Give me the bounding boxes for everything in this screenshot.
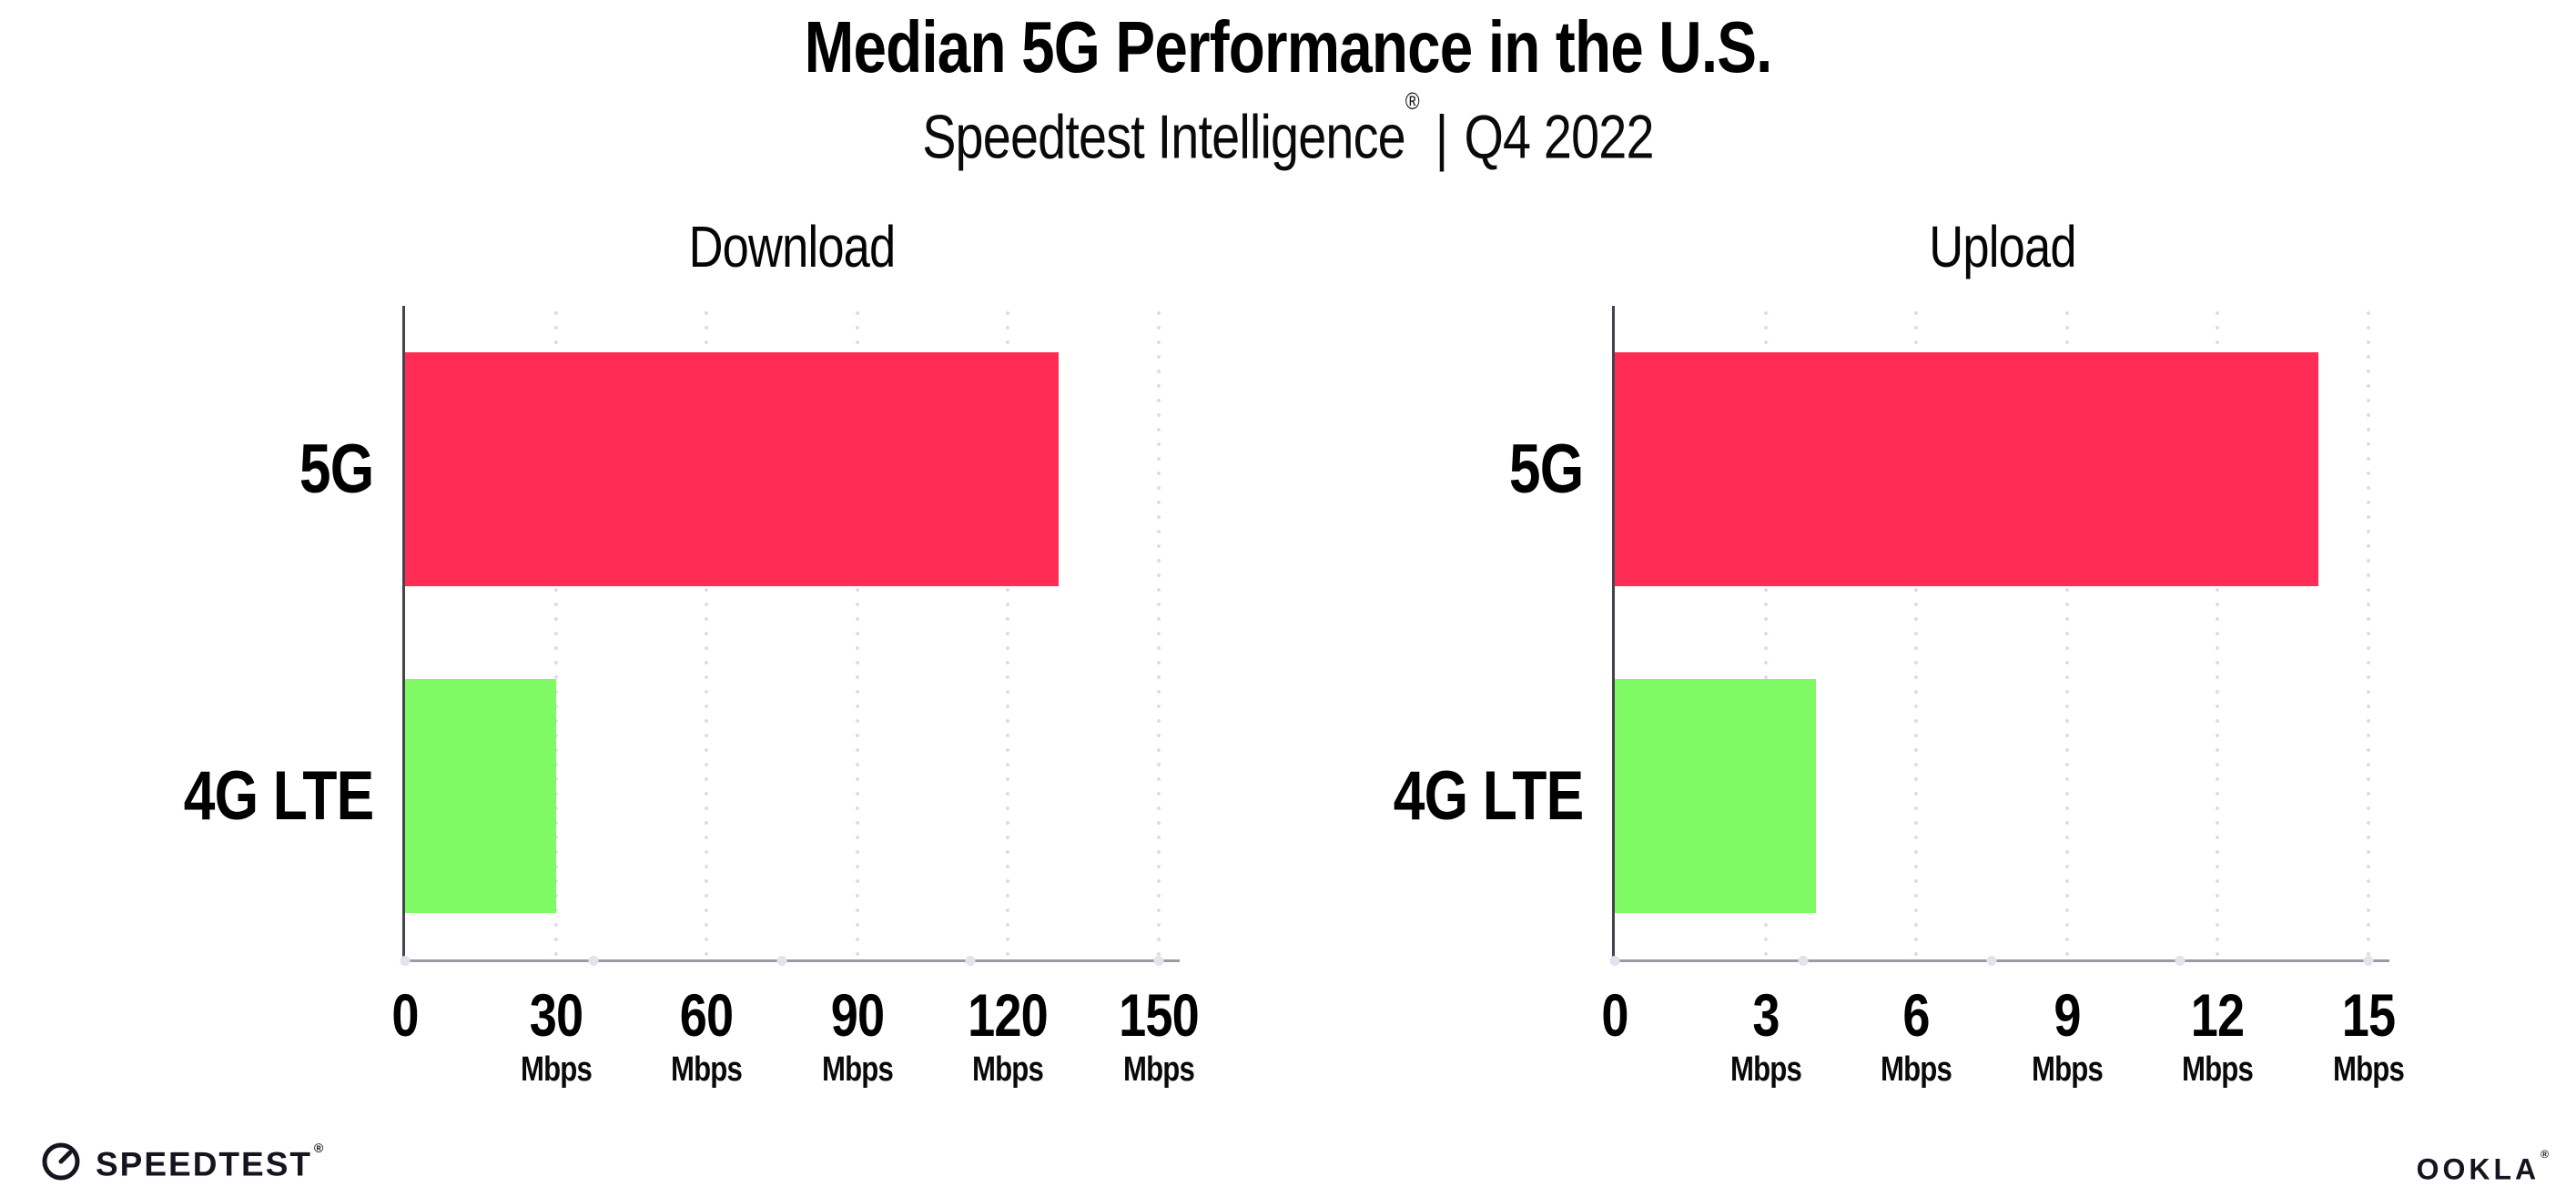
gridline-6 <box>1913 306 1919 959</box>
x-tick-unit: Mbps <box>520 1050 593 1089</box>
bar-5g <box>1615 351 2318 586</box>
x-tick-3: 3 Mbps <box>1722 981 1809 1090</box>
x-tick-120: 120 Mbps <box>959 981 1057 1090</box>
category-label-text: 4G LTE <box>183 756 373 835</box>
x-tick-value: 120 <box>968 981 1049 1049</box>
upload-plot-area: 0 3 Mbps 6 Mbps 9 Mbps 12 Mbps 15 Mbps 5G 4G LTE <box>1393 306 2405 1089</box>
axis-marker-dot <box>588 956 599 966</box>
x-tick-unit: Mbps <box>2182 1050 2254 1089</box>
x-tick-9: 9 Mbps <box>2023 981 2110 1090</box>
gridline-3 <box>1763 306 1769 959</box>
axis-marker-dot <box>2363 956 2374 966</box>
speedtest-logo-text: SPEEDTEST ® <box>96 1138 325 1185</box>
ookla-wordmark: OOKLA <box>2416 1152 2541 1186</box>
speedtest-registered-mark: ® <box>314 1141 326 1155</box>
x-tick-6: 6 Mbps <box>1873 981 1960 1090</box>
gridline-15 <box>2366 306 2371 959</box>
x-tick-0: 0 <box>1598 981 1631 1049</box>
download-chart-heading: Download <box>666 213 918 280</box>
axis-marker-dot <box>400 956 411 966</box>
subtitle-period: Q4 2022 <box>1464 102 1655 172</box>
x-tick-60: 60 Mbps <box>664 981 750 1090</box>
axis-marker-dot <box>1153 956 1164 966</box>
ookla-registered-mark: ® <box>2541 1148 2549 1161</box>
x-tick-unit: Mbps <box>1881 1050 1952 1089</box>
x-tick-value: 0 <box>391 981 419 1049</box>
gridline-12 <box>2215 306 2220 959</box>
download-chart-heading-text: Download <box>688 214 897 279</box>
x-tick-15: 15 Mbps <box>2325 981 2411 1090</box>
x-tick-unit: Mbps <box>972 1050 1044 1089</box>
category-label-text: 4G LTE <box>1393 756 1583 835</box>
x-tick-unit: Mbps <box>1729 1050 1802 1089</box>
upload-chart-heading-text: Upload <box>1929 214 2076 279</box>
page-title-text: Median 5G Performance in the U.S. <box>804 6 1773 87</box>
axis-marker-dot <box>776 956 787 966</box>
speedtest-wordmark: SPEEDTEST <box>96 1145 312 1183</box>
y-axis-line <box>402 306 405 959</box>
x-tick-value: 15 <box>2341 981 2396 1049</box>
category-label-4g-lte: 4G LTE <box>1301 756 1583 835</box>
category-label-text: 5G <box>1508 430 1583 508</box>
axis-marker-dot <box>2175 956 2186 966</box>
category-label-5g: 5G <box>1301 430 1583 508</box>
axis-marker-dot <box>1609 956 1620 966</box>
ookla-logo: OOKLA® <box>2417 1147 2549 1188</box>
x-tick-unit: Mbps <box>2332 1050 2405 1089</box>
x-tick-90: 90 Mbps <box>814 981 900 1090</box>
x-tick-12: 12 Mbps <box>2175 981 2261 1090</box>
gridline-120 <box>1005 306 1010 959</box>
x-tick-unit: Mbps <box>671 1050 743 1089</box>
x-tick-value: 60 <box>679 981 734 1049</box>
x-tick-value: 9 <box>2054 981 2081 1049</box>
x-tick-unit: Mbps <box>821 1050 894 1089</box>
speedtest-gauge-icon <box>40 1141 82 1182</box>
subtitle-brand: Speedtest Intelligence <box>922 102 1405 172</box>
gridline-30 <box>553 306 559 959</box>
x-axis-line <box>402 959 1180 962</box>
category-label-5g: 5G <box>91 430 373 508</box>
x-tick-150: 150 Mbps <box>1110 981 1207 1090</box>
x-tick-value: 12 <box>2191 981 2245 1049</box>
x-tick-0: 0 <box>389 981 421 1049</box>
x-tick-30: 30 Mbps <box>512 981 599 1090</box>
x-tick-value: 30 <box>529 981 583 1049</box>
x-axis-line <box>1612 959 2389 962</box>
axis-marker-dot <box>965 956 976 966</box>
category-label-4g-lte: 4G LTE <box>91 756 373 835</box>
bar-5g <box>405 351 1059 586</box>
x-tick-unit: Mbps <box>2031 1050 2104 1089</box>
page-subtitle-text: Speedtest Intelligence® | Q4 2022 <box>922 87 1655 173</box>
registered-mark: ® <box>1405 87 1420 115</box>
page-title: Median 5G Performance in the U.S. <box>0 7 2576 87</box>
category-label-text: 5G <box>299 430 373 508</box>
x-tick-unit: Mbps <box>1122 1050 1195 1089</box>
speedtest-logo: SPEEDTEST ® <box>40 1138 325 1185</box>
subtitle-separator: | <box>1435 102 1448 172</box>
page-subtitle: Speedtest Intelligence® | Q4 2022 <box>0 87 2576 173</box>
x-tick-value: 6 <box>1902 981 1931 1049</box>
axis-marker-dot <box>1986 956 1997 966</box>
x-tick-value: 90 <box>830 981 885 1049</box>
download-plot-area: 0 30 Mbps 60 Mbps 90 Mbps 120 Mbps 150 Mbps 5G 4G LT… <box>183 306 1200 1089</box>
x-tick-value: 0 <box>1601 981 1628 1049</box>
bar-4g-lte <box>1615 678 1816 913</box>
gridline-150 <box>1156 306 1161 959</box>
bar-4g-lte <box>405 678 556 913</box>
y-axis-line <box>1612 306 1615 959</box>
gridline-9 <box>2064 306 2070 959</box>
gridline-90 <box>855 306 860 959</box>
upload-chart-heading: Upload <box>1913 213 2093 280</box>
axis-marker-dot <box>1798 956 1809 966</box>
x-tick-value: 150 <box>1119 981 1200 1049</box>
gridline-60 <box>704 306 709 959</box>
x-tick-value: 3 <box>1751 981 1780 1049</box>
